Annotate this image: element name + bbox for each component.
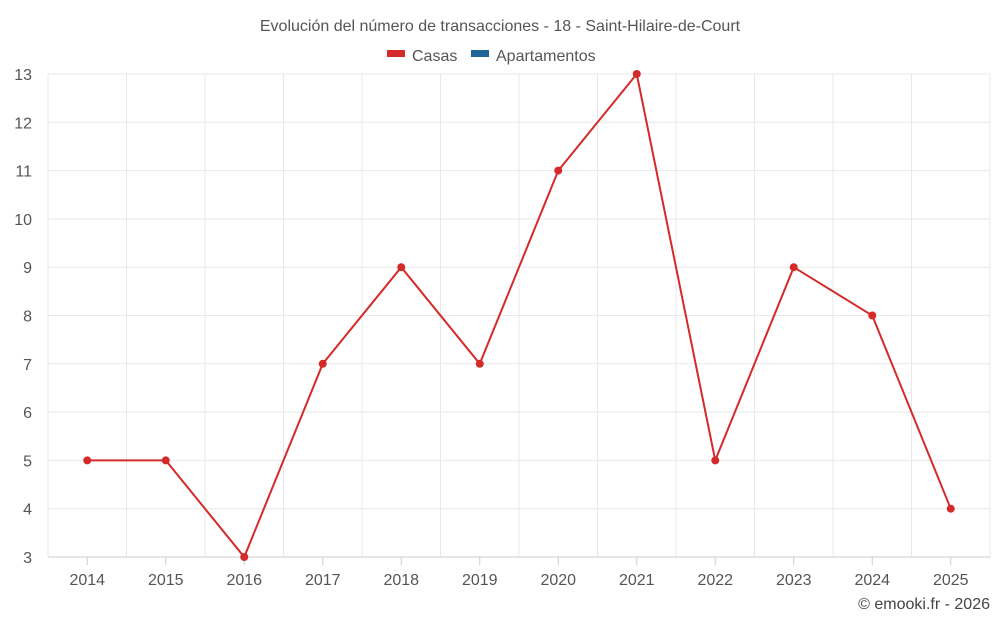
y-tick-label: 6 bbox=[23, 405, 32, 422]
axes bbox=[48, 556, 990, 565]
y-tick-label: 3 bbox=[23, 550, 32, 567]
credit-text: © emooki.fr - 2026 bbox=[858, 596, 990, 613]
data-point-casas-2020[interactable] bbox=[554, 166, 563, 175]
x-tick-label: 2019 bbox=[462, 572, 498, 589]
data-point-casas-2019[interactable] bbox=[475, 359, 484, 368]
y-tick-label: 4 bbox=[23, 502, 32, 519]
data-point-casas-2018[interactable] bbox=[397, 263, 406, 272]
data-point-casas-2022[interactable] bbox=[711, 456, 720, 465]
legend-label-casas[interactable]: Casas bbox=[412, 48, 457, 65]
data-point-casas-2017[interactable] bbox=[318, 359, 327, 368]
legend-label-apartamentos[interactable]: Apartamentos bbox=[496, 48, 596, 65]
x-tick-label: 2022 bbox=[697, 572, 733, 589]
chart-title: Evolución del número de transacciones - … bbox=[260, 18, 741, 35]
y-tick-label: 12 bbox=[14, 115, 32, 132]
data-point-casas-2015[interactable] bbox=[161, 456, 170, 465]
data-point-casas-2016[interactable] bbox=[240, 553, 249, 561]
y-tick-label: 11 bbox=[15, 164, 32, 181]
legend-swatch-apartamentos bbox=[471, 50, 489, 57]
grid bbox=[47, 73, 991, 557]
x-tick-label: 2021 bbox=[619, 572, 655, 589]
x-tick-label: 2024 bbox=[854, 572, 890, 589]
x-tick-label: 2017 bbox=[305, 572, 341, 589]
legend: Casas Apartamentos bbox=[387, 48, 596, 65]
x-tick-label: 2025 bbox=[933, 572, 969, 589]
y-tick-label: 10 bbox=[14, 212, 32, 229]
y-axis-ticks: 3 4 5 6 7 8 9 10 11 12 13 bbox=[14, 67, 32, 567]
x-tick-label: 2023 bbox=[776, 572, 812, 589]
legend-swatch-casas bbox=[387, 50, 405, 57]
x-tick-label: 2014 bbox=[69, 572, 105, 589]
y-tick-label: 9 bbox=[23, 260, 32, 277]
x-tick-label: 2020 bbox=[540, 572, 576, 589]
x-tick-label: 2015 bbox=[148, 572, 184, 589]
data-point-casas-2014[interactable] bbox=[83, 456, 92, 465]
series-line-casas bbox=[87, 71, 952, 559]
series-casas bbox=[83, 70, 955, 561]
x-tick-label: 2018 bbox=[383, 572, 419, 589]
data-point-casas-2023[interactable] bbox=[789, 263, 798, 272]
y-tick-label: 7 bbox=[23, 357, 32, 374]
data-point-casas-2024[interactable] bbox=[868, 311, 877, 320]
data-point-casas-2021[interactable] bbox=[632, 70, 641, 78]
x-tick-label: 2016 bbox=[226, 572, 262, 589]
data-point-casas-2025[interactable] bbox=[946, 504, 955, 513]
y-tick-label: 5 bbox=[23, 453, 32, 470]
x-axis-ticks: 2014 2015 2016 2017 2018 2019 2020 2021 2022 2023… bbox=[69, 572, 968, 589]
y-tick-label: 8 bbox=[23, 309, 32, 326]
y-tick-label: 13 bbox=[14, 67, 32, 84]
